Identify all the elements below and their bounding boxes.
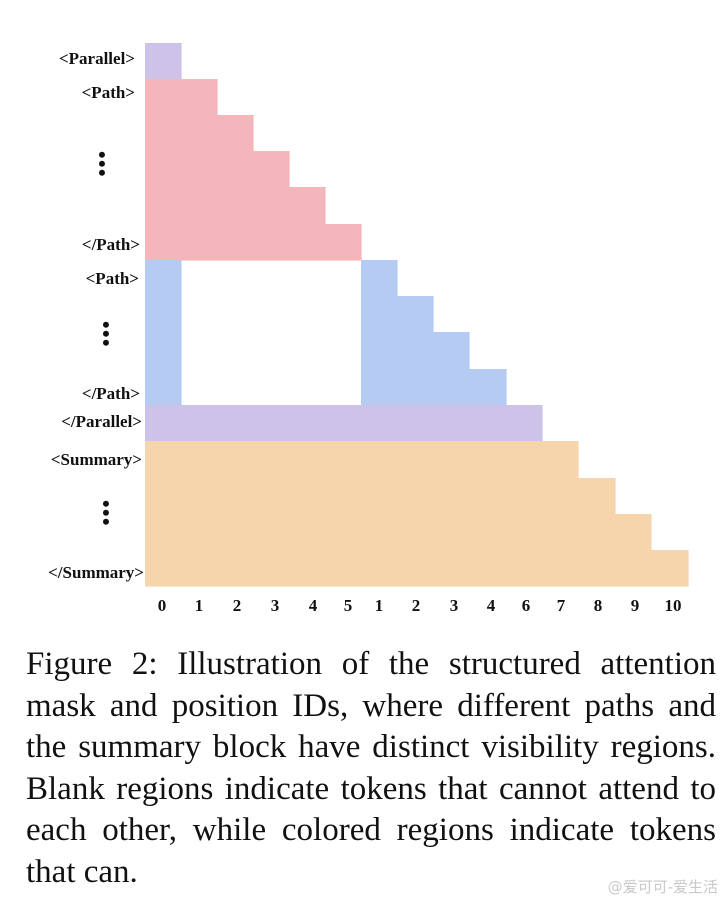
column-label: 8 <box>593 596 603 615</box>
summary-mask-row <box>145 514 652 551</box>
path1-mask-row <box>145 151 290 188</box>
ellipsis-path1: • • • <box>98 142 106 185</box>
summary-mask-row <box>145 478 616 515</box>
row-label-path1-close: </Path> <box>81 235 140 254</box>
attention-mask-diagram <box>145 43 689 587</box>
column-label: 0 <box>157 596 167 615</box>
summary-mask-row <box>145 550 689 587</box>
column-label: 7 <box>556 596 566 615</box>
path1-mask-row <box>145 115 254 152</box>
row-label-path2-close: </Path> <box>81 384 140 403</box>
path2-prefix-cell <box>145 296 182 333</box>
ellipsis-summary: • • • <box>102 491 110 534</box>
watermark: @爱可可-爱生活 <box>607 878 718 896</box>
path2-prefix-cell <box>145 260 182 297</box>
column-label: 6 <box>521 596 531 615</box>
path1-mask-row <box>145 79 218 116</box>
summary-mask-row <box>145 441 579 479</box>
column-label: 5 <box>343 596 353 615</box>
path2-prefix-cell <box>145 332 182 370</box>
column-label: 4 <box>308 596 318 615</box>
row-label-path1-open: <Path> <box>81 83 135 102</box>
column-label: 3 <box>449 596 459 615</box>
path2-mask-row <box>361 260 398 297</box>
column-label: 9 <box>630 596 640 615</box>
path2-prefix-cell <box>145 369 182 406</box>
path2-mask-row <box>361 369 507 406</box>
path2-mask-row <box>361 332 470 370</box>
row-label-parallel-open: <Parallel> <box>58 49 135 68</box>
row-label-summary-open: <Summary> <box>50 450 142 469</box>
column-label: 2 <box>232 596 242 615</box>
row-label-path2-open: <Path> <box>85 269 139 288</box>
parallel-open-cell <box>145 43 182 80</box>
row-label-parallel-close: </Parallel> <box>61 412 142 431</box>
row-label-summary-close: </Summary> <box>48 563 144 582</box>
path2-mask-row <box>361 296 434 333</box>
column-label: 10 <box>664 596 682 615</box>
column-label: 1 <box>194 596 204 615</box>
column-label: 3 <box>270 596 280 615</box>
path1-mask-row <box>145 187 326 225</box>
column-label: 1 <box>374 596 384 615</box>
column-label: 2 <box>411 596 421 615</box>
parallel-close-row <box>145 405 543 442</box>
ellipsis-path2: • • • <box>102 312 110 355</box>
figure-caption: Figure 2: Illustration of the structured… <box>26 646 716 890</box>
path1-mask-row <box>145 224 362 261</box>
column-label: 4 <box>486 596 496 615</box>
